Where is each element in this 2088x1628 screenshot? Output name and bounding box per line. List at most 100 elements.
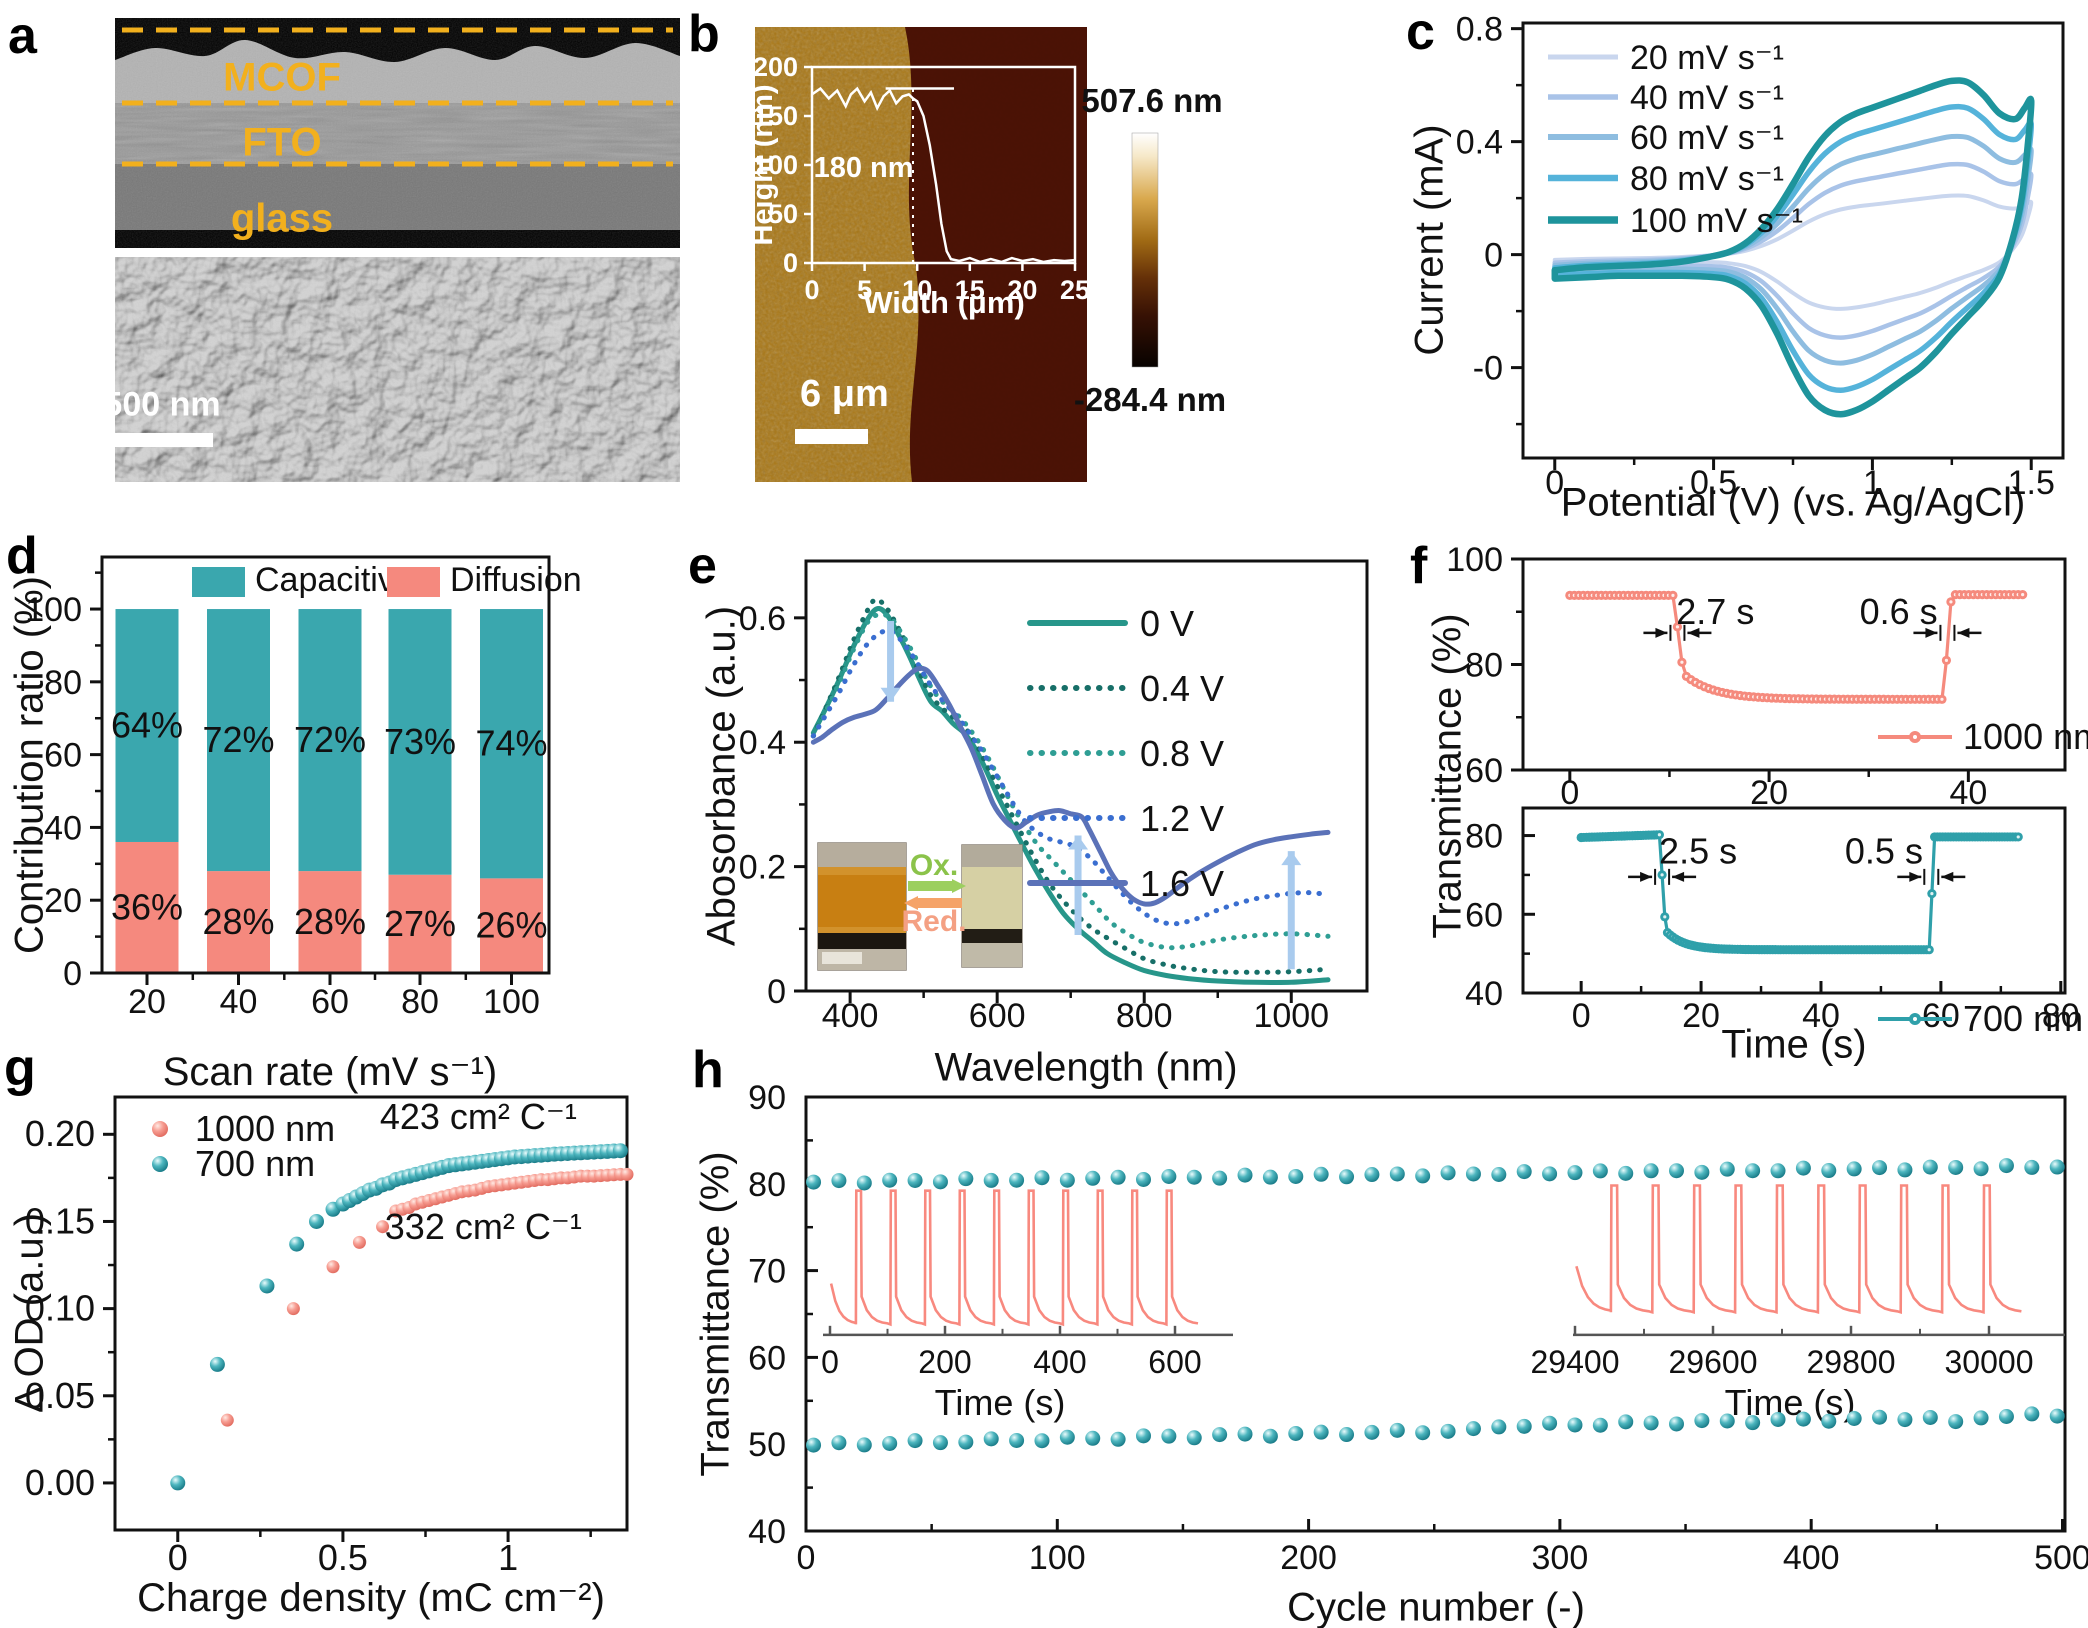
svg-text:300: 300 — [1532, 1539, 1589, 1577]
svg-text:100: 100 — [25, 591, 82, 629]
svg-text:80: 80 — [1465, 818, 1503, 856]
svg-text:1: 1 — [498, 1537, 518, 1578]
svg-text:100: 100 — [1029, 1539, 1086, 1577]
svg-text:20: 20 — [1750, 774, 1788, 812]
svg-text:40: 40 — [44, 809, 82, 847]
svg-text:0: 0 — [783, 248, 798, 278]
layer-label-glass: glass — [230, 196, 334, 241]
h-ylabel: Transmittance (%) — [693, 1151, 738, 1477]
svg-text:40: 40 — [1949, 774, 1987, 812]
svg-text:0 V: 0 V — [1140, 603, 1194, 644]
panel-h-letter: h — [692, 1041, 724, 1099]
c-ylabel: Current (mA) — [1407, 124, 1452, 356]
svg-text:27%: 27% — [384, 903, 456, 944]
svg-text:400: 400 — [1783, 1539, 1840, 1577]
svg-text:0.5: 0.5 — [318, 1537, 368, 1578]
svg-text:100: 100 — [483, 983, 540, 1021]
panel-e-letter: e — [688, 537, 717, 595]
svg-text:200: 200 — [918, 1344, 971, 1380]
svg-text:73%: 73% — [384, 721, 456, 762]
svg-text:50: 50 — [748, 1426, 786, 1464]
svg-text:0: 0 — [1484, 237, 1503, 275]
svg-text:Time (s): Time (s) — [1725, 1382, 1856, 1423]
svg-text:30000: 30000 — [1945, 1344, 2034, 1380]
panel-c-letter: c — [1406, 3, 1435, 61]
svg-text:1000 nm: 1000 nm — [195, 1108, 335, 1149]
svg-text:26%: 26% — [475, 905, 547, 946]
svg-text:60: 60 — [44, 737, 82, 775]
svg-text:400: 400 — [1033, 1344, 1086, 1380]
svg-text:0: 0 — [1560, 774, 1579, 812]
svg-text:150: 150 — [753, 101, 798, 131]
svg-text:1.2 V: 1.2 V — [1140, 798, 1224, 839]
d-ylabel: Contribution ratio (%) — [7, 576, 52, 954]
svg-text:0: 0 — [804, 275, 819, 305]
svg-text:70: 70 — [748, 1253, 786, 1291]
svg-text:80: 80 — [2042, 997, 2080, 1035]
svg-text:423 cm² C⁻¹: 423 cm² C⁻¹ — [380, 1096, 577, 1137]
layer-label-mcof: MCOF — [223, 55, 341, 100]
svg-text:600: 600 — [1148, 1344, 1201, 1380]
f-ylabel: Transmittance (%) — [1425, 613, 1470, 939]
svg-text:800: 800 — [1116, 997, 1173, 1035]
svg-text:1.5: 1.5 — [2008, 464, 2055, 502]
panel-g-letter: g — [4, 1039, 36, 1097]
g-xlabel: Charge density (mC cm⁻²) — [137, 1576, 605, 1620]
svg-text:0: 0 — [168, 1537, 188, 1578]
svg-text:Height (nm): Height (nm) — [747, 84, 779, 245]
svg-text:700 nm: 700 nm — [1963, 998, 2083, 1039]
ox-label: Ox. — [909, 849, 959, 882]
svg-text:0.05: 0.05 — [25, 1375, 95, 1416]
svg-text:400: 400 — [822, 997, 879, 1035]
svg-text:40: 40 — [748, 1513, 786, 1551]
svg-text:60: 60 — [1465, 752, 1503, 790]
svg-text:0.6 s: 0.6 s — [1860, 591, 1938, 632]
panel-a-letter: a — [8, 7, 37, 65]
panel-f-letter: f — [1410, 537, 1428, 595]
svg-text:60: 60 — [1922, 997, 1960, 1035]
panel-f-switch-700 nm: 0 20 40 60 80 40 60 80 2.5 s 0.5 s 700 nm — [1465, 806, 2083, 1039]
svg-text:80: 80 — [401, 983, 439, 1021]
svg-text:50: 50 — [768, 199, 798, 229]
svg-text:80: 80 — [1465, 647, 1503, 685]
svg-text:0: 0 — [1545, 464, 1564, 502]
svg-text:20: 20 — [44, 882, 82, 920]
svg-text:0.8 V: 0.8 V — [1140, 733, 1224, 774]
svg-text:0.4: 0.4 — [739, 724, 786, 762]
svg-text:200: 200 — [753, 52, 798, 82]
colorbar-max-label: 507.6 nm — [1081, 82, 1223, 119]
svg-text:0: 0 — [1572, 997, 1591, 1035]
panel-d-letter: d — [6, 527, 38, 585]
svg-text:40: 40 — [1802, 997, 1840, 1035]
svg-text:0.5 s: 0.5 s — [1845, 830, 1923, 871]
svg-text:80 mV s⁻¹: 80 mV s⁻¹ — [1630, 160, 1784, 198]
e-xlabel: Wavelength (nm) — [934, 1045, 1238, 1090]
svg-text:0.4 V: 0.4 V — [1140, 668, 1224, 709]
svg-text:Time (s): Time (s) — [935, 1382, 1066, 1423]
svg-text:20: 20 — [1682, 997, 1720, 1035]
svg-text:40: 40 — [220, 983, 258, 1021]
panel-d-bar-chart: 0 20 40 60 80 100 20 40 60 80 100 64% 36% 72% 28% 72% 28… — [25, 555, 582, 1021]
panel-b-afm: 0 5 10 15 20 25 0 50 100 150 200 180 nm Width (μm) He… — [747, 27, 1159, 482]
layer-label-fto: FTO — [242, 120, 322, 165]
e-ylabel: Abosorbance (a.u.) — [699, 605, 744, 947]
svg-text:29400: 29400 — [1531, 1344, 1620, 1380]
svg-text:-0: -0 — [1473, 350, 1503, 388]
f-xlabel: Time (s) — [1721, 1022, 1867, 1067]
panel-h-cycling-chart: 0 100 200 300 400 500 40 50 60 70 80 90 0 200 400 600 Ti… — [748, 1079, 2088, 1577]
svg-text:2.7 s: 2.7 s — [1676, 591, 1754, 632]
svg-text:28%: 28% — [294, 901, 366, 942]
svg-text:600: 600 — [969, 997, 1026, 1035]
svg-text:0.5: 0.5 — [1690, 464, 1737, 502]
svg-text:25: 25 — [1060, 275, 1090, 305]
svg-text:0: 0 — [767, 973, 786, 1011]
h-xlabel: Cycle number (-) — [1287, 1585, 1585, 1628]
svg-text:72%: 72% — [294, 719, 366, 760]
svg-text:332 cm² C⁻¹: 332 cm² C⁻¹ — [385, 1206, 582, 1247]
svg-text:0.8: 0.8 — [1456, 11, 1503, 49]
svg-text:0.10: 0.10 — [25, 1288, 95, 1329]
svg-text:40 mV s⁻¹: 40 mV s⁻¹ — [1630, 79, 1784, 117]
g-ylabel: Δ OD (a.u.) — [7, 1212, 52, 1414]
